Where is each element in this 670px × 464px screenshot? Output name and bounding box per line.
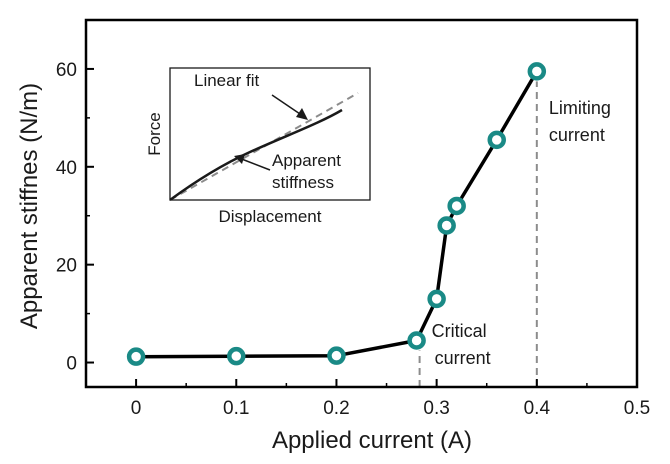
- x-tick-label: 0.3: [423, 398, 449, 419]
- inset-apparent-stiffness-curve: [169, 108, 343, 202]
- inset-apparent-label-line1: Apparent: [272, 151, 341, 170]
- data-point: [427, 289, 446, 309]
- inset-apparent-arrow: [238, 157, 271, 171]
- y-tick-label: 60: [56, 60, 77, 81]
- data-points: [126, 62, 547, 366]
- reference-lines: [418, 81, 538, 387]
- x-tick-label: 0.1: [223, 398, 249, 419]
- y-axis-title: Apparent stiffnes (N/m): [16, 83, 43, 329]
- inset-plot: Linear fit Apparent stiffness Displaceme…: [145, 67, 371, 226]
- reference-line-label: Critical: [432, 321, 487, 341]
- inset-y-label: Force: [145, 112, 164, 155]
- inset-linear-fit-arrow: [271, 94, 304, 117]
- data-point: [447, 196, 466, 216]
- reference-line-label: current: [549, 125, 605, 145]
- reference-line-labels: Critical current Limiting current: [432, 98, 611, 368]
- data-point: [126, 347, 146, 366]
- y-tick-label: 0: [66, 354, 77, 375]
- inset-apparent-arrowhead: [234, 154, 245, 164]
- y-axis-ticks: 0 20 40 60: [56, 19, 94, 375]
- x-tick-label: 0.5: [624, 398, 650, 419]
- inset-linear-fit-arrowhead: [296, 108, 308, 120]
- x-tick-label: 0.4: [524, 398, 551, 419]
- inset-linear-fit-label: Linear fit: [194, 71, 259, 90]
- reference-line-label: current: [435, 348, 491, 368]
- data-point: [487, 130, 506, 150]
- inset-apparent-label-line2: stiffness: [272, 173, 334, 192]
- x-axis-title: Applied current (A): [272, 427, 472, 454]
- y-tick-label: 20: [56, 256, 77, 277]
- reference-line-label: Limiting: [549, 98, 611, 118]
- data-point: [227, 346, 246, 366]
- y-tick-label: 40: [56, 158, 77, 179]
- data-point: [327, 346, 346, 365]
- data-point: [527, 62, 547, 81]
- plot-frame: [84, 18, 639, 389]
- inset-x-label: Displacement: [219, 207, 322, 226]
- x-axis-ticks: 0 0.1 0.2 0.3 0.4 0.5: [85, 379, 650, 419]
- data-point: [407, 331, 426, 350]
- x-tick-label: 0: [131, 398, 142, 419]
- x-tick-label: 0.2: [323, 398, 349, 419]
- data-point: [437, 216, 456, 235]
